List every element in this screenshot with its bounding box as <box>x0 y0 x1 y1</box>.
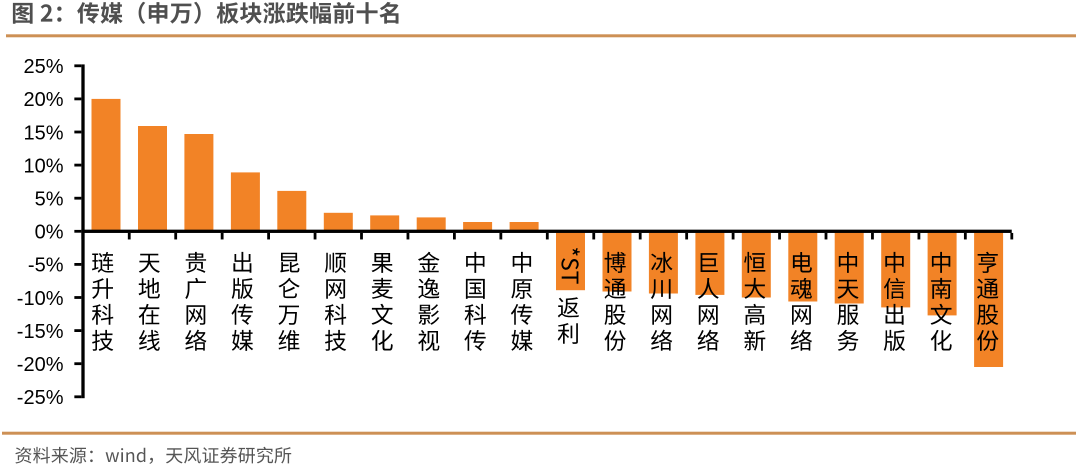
svg-text:20%: 20% <box>23 89 63 111</box>
svg-text:10%: 10% <box>23 155 63 177</box>
svg-text:0%: 0% <box>35 222 64 244</box>
svg-text:-15%: -15% <box>17 321 64 343</box>
svg-text:15%: 15% <box>23 122 63 144</box>
svg-text:-20%: -20% <box>17 354 64 376</box>
svg-text:-5%: -5% <box>28 255 64 277</box>
svg-text:-25%: -25% <box>17 387 64 409</box>
svg-text:5%: 5% <box>35 189 64 211</box>
svg-text:25%: 25% <box>23 56 63 78</box>
svg-text:-10%: -10% <box>17 288 64 310</box>
